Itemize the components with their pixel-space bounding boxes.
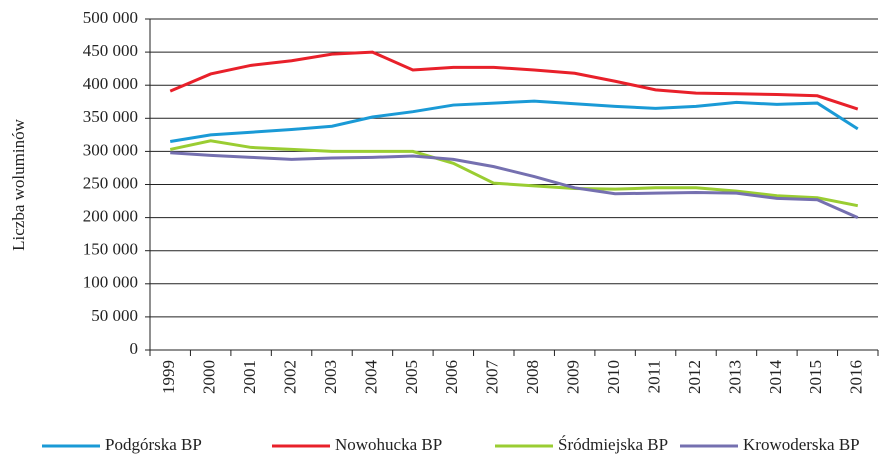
- y-tick-label: 0: [130, 339, 139, 358]
- y-tick-label: 200 000: [83, 207, 138, 226]
- y-tick-label: 400 000: [83, 74, 138, 93]
- legend-label: Podgórska BP: [105, 435, 202, 454]
- x-tick-label: 2005: [402, 360, 421, 394]
- y-tick-label: 250 000: [83, 173, 138, 192]
- x-tick-label: 2011: [644, 360, 663, 393]
- x-tick-label: 2008: [523, 360, 542, 394]
- y-tick-label: 300 000: [83, 140, 138, 159]
- series-line: [169, 99, 859, 143]
- x-tick-label: 2015: [806, 360, 825, 394]
- series-line: [169, 50, 859, 111]
- y-tick-label: 100 000: [83, 273, 138, 292]
- y-tick-label: 350 000: [83, 107, 138, 126]
- x-tick-label: 2016: [847, 360, 866, 394]
- y-tick-label: 450 000: [83, 41, 138, 60]
- y-axis-label: Liczba woluminów: [9, 118, 28, 250]
- x-tick-label: 2007: [483, 360, 502, 395]
- x-tick-label: 1999: [159, 360, 178, 394]
- legend-label: Śródmiejska BP: [558, 435, 668, 454]
- series-line: [169, 139, 859, 208]
- legend-label: Krowoderska BP: [743, 435, 860, 454]
- x-tick-label: 2006: [442, 360, 461, 394]
- series-line: [170, 151, 859, 219]
- x-tick-label: 2001: [240, 360, 259, 394]
- x-tick-label: 2002: [280, 360, 299, 394]
- x-tick-label: 2013: [725, 360, 744, 394]
- x-tick-label: 2003: [321, 360, 340, 394]
- y-tick-label: 500 000: [83, 8, 138, 27]
- y-tick-label: 150 000: [83, 240, 138, 259]
- x-tick-label: 2014: [766, 360, 785, 395]
- y-tick-label: 50 000: [91, 306, 138, 325]
- x-tick-label: 2012: [685, 360, 704, 394]
- x-tick-label: 2010: [604, 360, 623, 394]
- legend-label: Nowohucka BP: [335, 435, 442, 454]
- x-tick-label: 2000: [200, 360, 219, 394]
- x-tick-label: 2009: [564, 360, 583, 394]
- x-tick-label: 2004: [361, 360, 380, 395]
